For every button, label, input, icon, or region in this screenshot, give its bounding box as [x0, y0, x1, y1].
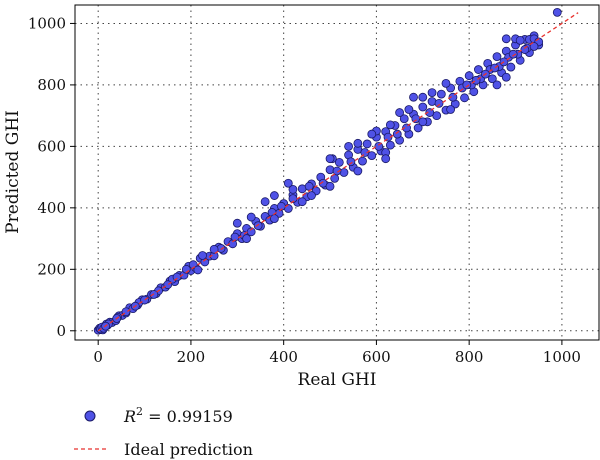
- data-point: [358, 156, 367, 166]
- data-point: [427, 88, 437, 97]
- data-point: [307, 191, 316, 200]
- axis-ticks: 0 200 400 600 800 1000 0 200 400 600 800 1000: [28, 14, 581, 366]
- data-point: [193, 265, 203, 275]
- legend-marker-r2: [84, 410, 96, 422]
- data-point: [360, 148, 370, 157]
- data-point: [304, 181, 314, 191]
- data-point: [172, 272, 182, 282]
- data-point: [404, 105, 414, 114]
- data-point: [395, 108, 405, 117]
- data-point: [385, 140, 395, 150]
- data-point: [399, 114, 409, 124]
- data-point: [353, 166, 363, 176]
- data-point: [392, 129, 402, 139]
- data-point: [446, 105, 456, 114]
- data-point: [283, 178, 293, 188]
- data-point: [413, 123, 423, 133]
- y-axis-label: Predicted GHI: [3, 110, 23, 234]
- data-point: [474, 65, 483, 74]
- data-point: [269, 191, 279, 200]
- data-point: [402, 123, 411, 133]
- data-point: [346, 157, 356, 167]
- data-point: [383, 132, 393, 142]
- data-point: [464, 71, 474, 81]
- data-point: [418, 117, 428, 127]
- data-point: [552, 7, 562, 17]
- x-tick-label: 400: [269, 348, 298, 366]
- data-point: [297, 197, 307, 207]
- y-tick-label: 600: [37, 137, 66, 155]
- data-point: [288, 185, 298, 194]
- data-point: [462, 80, 472, 90]
- x-tick-label: 200: [177, 348, 206, 366]
- data-point: [260, 197, 270, 207]
- data-point: [325, 181, 335, 191]
- data-point: [163, 280, 173, 290]
- data-point: [209, 244, 219, 254]
- data-point: [232, 218, 242, 228]
- data-point: [334, 157, 344, 167]
- data-point: [242, 234, 251, 243]
- legend: R2 = 0.99159 Ideal prediction: [74, 405, 253, 459]
- data-point: [353, 138, 363, 148]
- data-point: [425, 108, 435, 117]
- data-point: [246, 212, 256, 222]
- data-point: [367, 129, 377, 139]
- data-point: [529, 42, 539, 51]
- legend-label-ideal: Ideal prediction: [124, 440, 253, 459]
- data-point: [515, 35, 525, 45]
- grid-lines: [75, 5, 599, 340]
- data-point: [508, 49, 518, 59]
- data-point: [418, 102, 428, 112]
- data-point: [362, 139, 372, 149]
- data-point: [253, 221, 263, 231]
- y-tick-label: 1000: [28, 14, 66, 32]
- data-point: [506, 62, 516, 72]
- data-point: [198, 251, 207, 260]
- data-point: [418, 92, 428, 102]
- data-point: [448, 92, 458, 102]
- data-point: [460, 93, 469, 103]
- y-tick-label: 200: [37, 260, 66, 278]
- data-point: [436, 89, 446, 99]
- data-point: [492, 80, 502, 90]
- x-axis-label: Real GHI: [298, 370, 377, 390]
- y-tick-label: 400: [37, 199, 66, 217]
- data-point: [434, 98, 444, 108]
- data-point: [441, 78, 451, 88]
- x-tick-label: 800: [455, 348, 484, 366]
- plot-frame: [74, 4, 600, 341]
- data-point: [385, 120, 395, 130]
- data-point: [520, 45, 530, 54]
- ideal-prediction-line: [97, 12, 579, 332]
- data-point: [381, 154, 391, 164]
- x-tick-label: 1000: [543, 348, 581, 366]
- data-point: [487, 74, 497, 84]
- y-tick-label: 800: [37, 76, 66, 94]
- data-point: [501, 72, 511, 82]
- data-point: [501, 34, 511, 44]
- scatter-points: [93, 7, 562, 335]
- data-point: [492, 52, 502, 62]
- x-tick-label: 0: [93, 348, 103, 366]
- x-tick-label: 600: [362, 348, 391, 366]
- y-tick-label: 0: [56, 322, 66, 340]
- ideal-line: [97, 12, 579, 332]
- data-point: [374, 141, 384, 151]
- data-point: [269, 214, 279, 224]
- legend-label-r2: R2 = 0.99159: [123, 405, 233, 426]
- data-point: [325, 154, 335, 164]
- data-point: [332, 166, 342, 176]
- data-point: [344, 141, 353, 151]
- data-point: [409, 92, 418, 102]
